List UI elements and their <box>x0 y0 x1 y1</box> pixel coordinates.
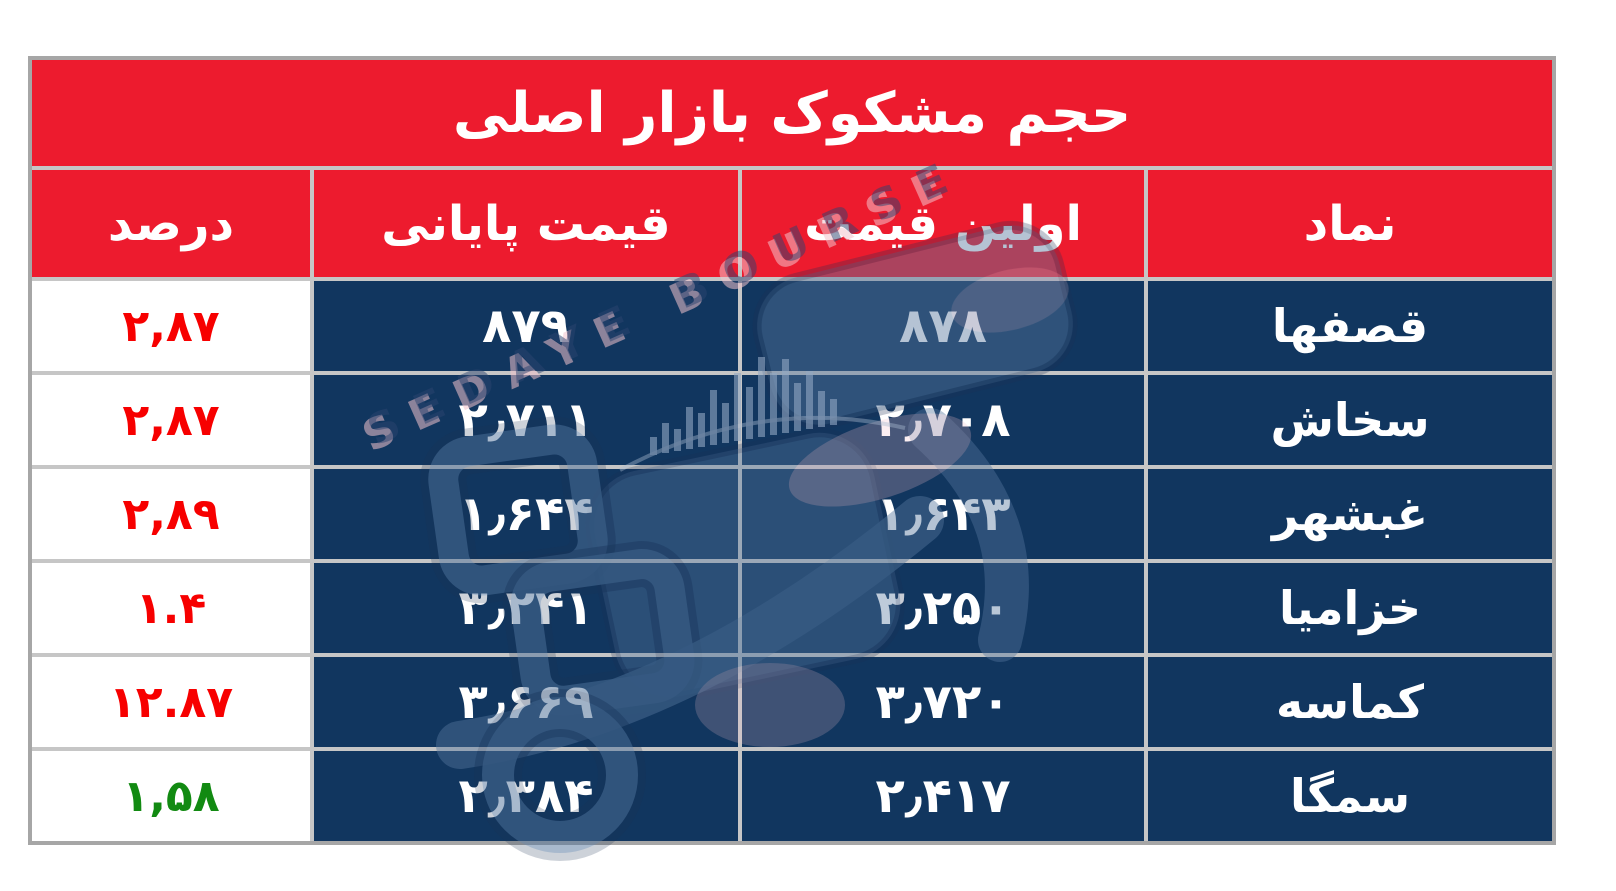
col-header-first-price: اولین قیمت <box>742 170 1144 277</box>
cell-first-price: ۳٫۲۵۰ <box>742 563 1144 653</box>
cell-first-price: ۸۷۸ <box>742 281 1144 371</box>
cell-percent: ۲,۸۷ <box>32 375 310 465</box>
cell-first-price: ۱٫۶۴۳ <box>742 469 1144 559</box>
cell-percent: ۱۲.۸۷ <box>32 657 310 747</box>
cell-percent: ۲,۸۷ <box>32 281 310 371</box>
cell-symbol: کماسه <box>1148 657 1552 747</box>
cell-first-price: ۲٫۷۰۸ <box>742 375 1144 465</box>
cell-close-price: ۳٫۶۶۹ <box>314 657 738 747</box>
cell-first-price: ۲٫۴۱۷ <box>742 751 1144 841</box>
suspicious-volume-table: حجم مشکوک بازار اصلی نماد اولین قیمت قیم… <box>28 56 1556 845</box>
col-header-symbol: نماد <box>1148 170 1552 277</box>
cell-percent: ۱.۴ <box>32 563 310 653</box>
cell-percent: ۱,۵۸ <box>32 751 310 841</box>
cell-symbol: خزامیا <box>1148 563 1552 653</box>
cell-symbol: قصفها <box>1148 281 1552 371</box>
cell-percent: ۲,۸۹ <box>32 469 310 559</box>
cell-close-price: ۳٫۲۴۱ <box>314 563 738 653</box>
table-title: حجم مشکوک بازار اصلی <box>32 60 1552 166</box>
cell-symbol: سخاش <box>1148 375 1552 465</box>
col-header-percent: درصد <box>32 170 310 277</box>
cell-first-price: ۳٫۷۲۰ <box>742 657 1144 747</box>
cell-symbol: غبشهر <box>1148 469 1552 559</box>
col-header-close-price: قیمت پایانی <box>314 170 738 277</box>
cell-close-price: ۲٫۳۸۴ <box>314 751 738 841</box>
cell-close-price: ۱٫۶۴۴ <box>314 469 738 559</box>
cell-close-price: ۲٫۷۱۱ <box>314 375 738 465</box>
cell-close-price: ۸۷۹ <box>314 281 738 371</box>
cell-symbol: سمگا <box>1148 751 1552 841</box>
